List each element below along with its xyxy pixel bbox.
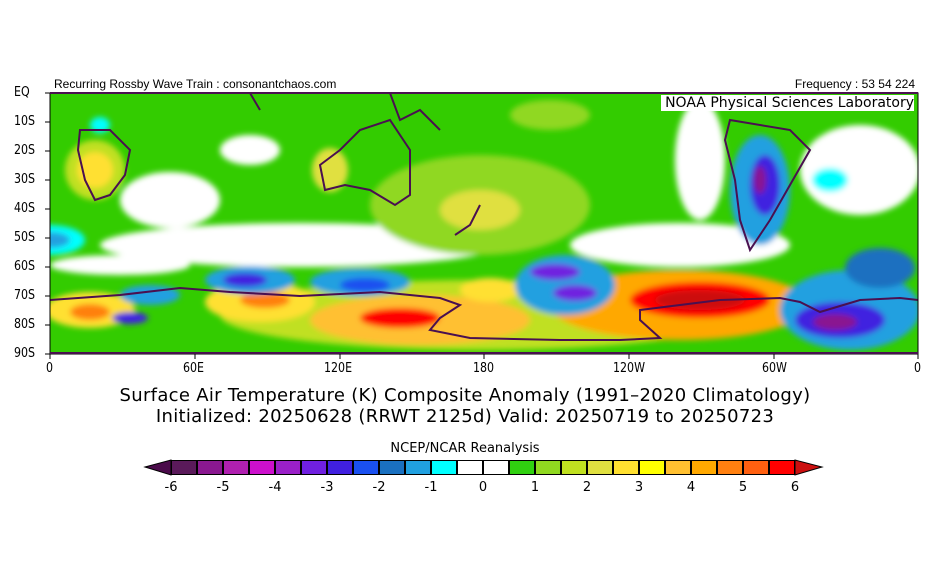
colorbar-swatch [405, 460, 431, 475]
lon-label: 60W [762, 361, 787, 376]
colorbar-tick-label: 5 [738, 480, 748, 495]
frequency-label: Frequency : 53 54 224 [794, 77, 915, 91]
lon-label: 0 [46, 361, 54, 376]
colorbar-swatch [379, 460, 405, 475]
colorbar-title: NCEP/NCAR Reanalysis [390, 441, 540, 456]
colorbar-swatch [327, 460, 353, 475]
colorbar-swatch [431, 460, 457, 475]
colorbar-tick-label: -5 [216, 480, 230, 495]
colorbar-tick-label: 4 [686, 480, 696, 495]
lat-label: 50S [14, 230, 36, 245]
colorbar-swatch [665, 460, 691, 475]
colorbar-tick-label: 3 [634, 480, 644, 495]
colorbar-swatch [535, 460, 561, 475]
colorbar-swatch [509, 460, 535, 475]
colorbar-tick-label: -1 [424, 480, 438, 495]
colorbar-tick-label: 0 [478, 480, 488, 495]
title-line-1: Surface Air Temperature (K) Composite An… [119, 385, 811, 406]
colorbar-tick-label: -4 [268, 480, 282, 495]
colorbar-tick-label: 2 [582, 480, 592, 495]
lab-label: NOAA Physical Sciences Laboratory [661, 95, 914, 111]
anomaly-field [50, 93, 918, 354]
colorbar-swatch [639, 460, 665, 475]
lon-label: 120E [324, 361, 353, 376]
lat-label: 10S [14, 114, 36, 129]
colorbar-swatch [483, 460, 509, 475]
colorbar-swatch [587, 460, 613, 475]
colorbar-swatch [743, 460, 769, 475]
colorbar-swatch [275, 460, 301, 475]
lat-label: 40S [14, 201, 36, 216]
lat-label: 90S [14, 346, 36, 361]
colorbar-tick-label: 1 [530, 480, 540, 495]
lon-label: 120W [613, 361, 646, 376]
colorbar-swatch [457, 460, 483, 475]
lat-label: 30S [14, 172, 36, 187]
colorbar-swatch [301, 460, 327, 475]
lon-label: 180 [473, 361, 495, 376]
colorbar-tick-label: -6 [164, 480, 178, 495]
source-label: Recurring Rossby Wave Train : consonantc… [54, 77, 337, 91]
coastlines [50, 93, 918, 341]
colorbar-swatch [613, 460, 639, 475]
lat-label: 70S [14, 288, 36, 303]
colorbar-tick-label: 6 [790, 480, 800, 495]
colorbar-tick-label: -3 [320, 480, 334, 495]
under-arrow [143, 459, 172, 476]
lat-label: 60S [14, 259, 36, 274]
colorbar-swatch [691, 460, 717, 475]
lat-label: 80S [14, 317, 36, 332]
colorbar-swatch [223, 460, 249, 475]
colorbar-swatch [353, 460, 379, 475]
colorbar-swatch [717, 460, 743, 475]
lon-label: 60E [183, 361, 205, 376]
ticks [45, 92, 919, 359]
colorbar-tick-label: -2 [372, 480, 386, 495]
lon-label: 0 [914, 361, 922, 376]
lat-label: EQ [14, 85, 30, 100]
lat-label: 20S [14, 143, 36, 158]
colorbar-swatch [249, 460, 275, 475]
colorbar-swatch [197, 460, 223, 475]
colorbar-swatch [561, 460, 587, 475]
title-line-2: Initialized: 20250628 (RRWT 2125d) Valid… [155, 406, 775, 427]
over-arrow [794, 459, 824, 476]
